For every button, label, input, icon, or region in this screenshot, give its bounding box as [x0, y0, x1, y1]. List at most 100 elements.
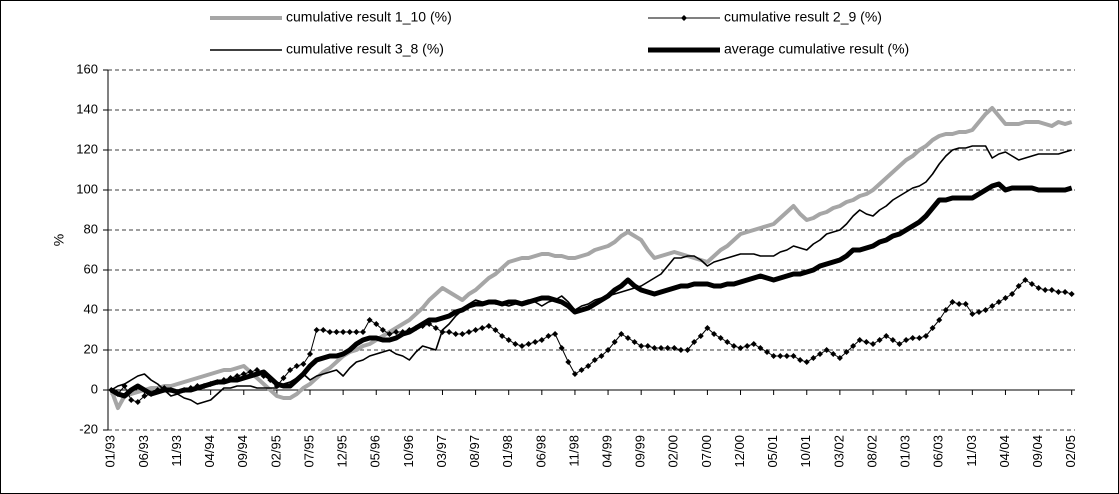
series-marker	[287, 367, 294, 373]
x-tick-label: 08/02	[864, 435, 879, 468]
series-marker	[989, 303, 996, 309]
series-marker	[419, 323, 426, 329]
series-marker	[108, 387, 115, 393]
x-tick-label: 12/00	[732, 435, 747, 468]
x-tick-label: 08/97	[467, 435, 482, 468]
series-marker	[1002, 295, 1009, 301]
x-tick-label: 06/03	[931, 435, 946, 468]
y-tick-label: 40	[84, 301, 98, 316]
x-tick-label: 09/99	[633, 435, 648, 468]
series-marker	[903, 337, 910, 343]
series-marker	[333, 329, 340, 335]
series-marker	[975, 309, 982, 315]
series-marker	[366, 317, 373, 323]
series-line	[109, 106, 1073, 410]
series-marker	[161, 385, 168, 391]
series-marker	[869, 341, 876, 347]
series-marker	[982, 307, 989, 313]
x-tick-label: 09/94	[235, 435, 250, 468]
series-marker	[240, 371, 247, 377]
series-marker	[591, 357, 598, 363]
series-marker	[677, 347, 684, 353]
series-marker	[552, 331, 559, 337]
y-tick-label: 160	[76, 61, 98, 76]
y-tick-label: 100	[76, 181, 98, 196]
series-marker	[962, 301, 969, 307]
series-marker	[220, 377, 227, 383]
series-marker	[260, 373, 267, 379]
series-marker	[399, 329, 406, 335]
series-marker	[922, 333, 929, 339]
series-marker	[373, 321, 380, 327]
series-marker	[426, 321, 433, 327]
series-marker	[671, 345, 678, 351]
series-marker	[889, 337, 896, 343]
y-tick-label: 80	[84, 221, 98, 236]
series-marker	[134, 399, 141, 405]
series-marker	[949, 299, 956, 305]
series-marker	[393, 329, 400, 335]
series-marker	[505, 337, 512, 343]
series-marker	[201, 383, 208, 389]
series-marker	[942, 307, 949, 313]
series-marker	[545, 333, 552, 339]
series-marker	[154, 387, 161, 393]
x-tick-label: 03/02	[831, 435, 846, 468]
series-marker	[320, 327, 327, 333]
series-marker	[956, 301, 963, 307]
series-marker	[631, 339, 638, 345]
series-marker	[340, 329, 347, 335]
series-marker	[817, 351, 824, 357]
series-marker	[797, 357, 804, 363]
series-marker	[432, 325, 439, 331]
series-marker	[605, 347, 612, 353]
x-tick-label: 10/96	[401, 435, 416, 468]
x-tick-label: 11/03	[964, 435, 979, 467]
series-marker	[1062, 289, 1069, 295]
x-tick-label: 11/93	[169, 435, 184, 467]
series-marker	[618, 331, 625, 337]
series-marker	[313, 327, 320, 333]
series-marker	[187, 385, 194, 391]
series-marker	[585, 363, 592, 369]
series-marker	[1055, 289, 1062, 295]
x-tick-label: 02/95	[268, 435, 283, 468]
series-marker	[783, 353, 790, 359]
y-axis-label: %	[51, 234, 67, 246]
y-tick-label: 120	[76, 141, 98, 156]
series-marker	[737, 345, 744, 351]
series-marker	[518, 343, 525, 349]
series-marker	[452, 331, 459, 337]
series-marker	[194, 383, 201, 389]
series-marker	[300, 361, 307, 367]
series-marker	[181, 387, 188, 393]
series-marker	[412, 325, 419, 331]
series-marker	[578, 367, 585, 373]
series-marker	[724, 339, 731, 345]
series-marker	[121, 383, 128, 389]
series-marker	[730, 343, 737, 349]
series-marker	[1048, 287, 1055, 293]
series-marker	[896, 341, 903, 347]
series-marker	[651, 345, 658, 351]
x-tick-label: 01/03	[898, 435, 913, 468]
series-marker	[624, 335, 631, 341]
series-marker	[810, 355, 817, 361]
series-marker	[909, 335, 916, 341]
series-marker	[744, 343, 751, 349]
series-marker	[658, 345, 665, 351]
series-marker	[770, 353, 777, 359]
series-marker	[148, 391, 155, 397]
series-marker	[711, 331, 718, 337]
series-marker	[128, 397, 135, 403]
y-tick-label: 60	[84, 261, 98, 276]
series-marker	[538, 337, 545, 343]
series-marker	[227, 375, 234, 381]
series-marker	[757, 345, 764, 351]
x-tick-label: 05/96	[368, 435, 383, 468]
x-tick-label: 04/04	[997, 435, 1012, 468]
series-marker	[644, 343, 651, 349]
legend-label: cumulative result 1_10 (%)	[286, 9, 452, 25]
series-marker	[247, 369, 254, 375]
